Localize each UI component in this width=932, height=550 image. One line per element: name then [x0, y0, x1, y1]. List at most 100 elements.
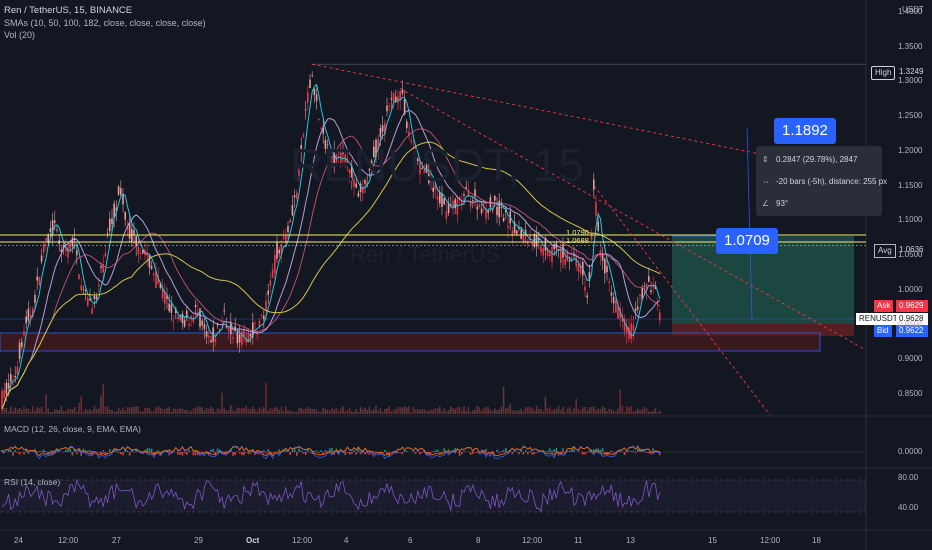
avg-label: Avg — [874, 244, 896, 258]
volume-bar — [62, 411, 65, 414]
volume-bar — [401, 407, 404, 414]
macd-histogram-bar — [630, 451, 632, 452]
volume-bar — [533, 410, 536, 414]
candle-body — [285, 235, 287, 244]
price-tick-label: 0.9500 — [898, 319, 923, 329]
macd-histogram-bar — [529, 451, 531, 452]
candle-body — [364, 180, 366, 184]
volume-bar — [419, 409, 421, 414]
candle-body — [619, 308, 621, 319]
macd-legend[interactable]: MACD (12, 26, close, 9, EMA, EMA) — [4, 424, 141, 434]
macd-histogram-bar — [89, 449, 91, 452]
volume-bar — [60, 406, 63, 414]
macd-histogram-bar — [586, 452, 588, 453]
volume-bar — [51, 411, 54, 414]
candle-body — [21, 341, 23, 347]
macd-histogram-bar — [428, 452, 430, 456]
candle-body — [122, 194, 124, 205]
candle-body — [150, 266, 153, 269]
volume-bar — [643, 406, 646, 414]
macd-histogram-bar — [14, 449, 16, 452]
volume-bar — [58, 409, 60, 414]
macd-histogram-bar — [500, 451, 503, 452]
sma-10-line — [1, 83, 661, 410]
volume-bar — [432, 409, 434, 414]
volume-bar — [483, 408, 485, 414]
candle-body — [538, 238, 540, 241]
sma-legend[interactable]: SMAs (10, 50, 100, 182, close, close, cl… — [4, 18, 206, 28]
macd-histogram-bar — [36, 451, 38, 452]
candle-body — [560, 248, 562, 263]
candle-body — [626, 326, 628, 334]
candle-body — [56, 230, 58, 231]
volume-bar — [485, 406, 487, 414]
volume-bar — [461, 410, 463, 414]
candle-body — [161, 287, 164, 299]
candle-body — [186, 310, 188, 318]
rsi-legend[interactable]: RSI (14, close) — [4, 477, 61, 487]
candle-body — [313, 88, 316, 96]
volume-bar — [357, 411, 360, 414]
volume-bar — [109, 409, 111, 414]
candle-body — [265, 300, 267, 311]
candle-body — [109, 218, 111, 232]
volume-bar — [38, 408, 41, 414]
candle-body — [478, 204, 481, 208]
macd-histogram-bar — [293, 448, 296, 452]
volume-bar — [249, 409, 252, 414]
volume-bar — [49, 411, 52, 414]
macd-histogram-bar — [267, 449, 269, 452]
volume-bar — [95, 409, 98, 414]
candle-body — [659, 312, 661, 321]
volume-bar — [392, 410, 395, 414]
entry-price-bubble[interactable]: 1.0709 — [716, 228, 778, 254]
candle-body — [401, 89, 404, 94]
candle-body — [137, 247, 140, 255]
volume-bar — [170, 411, 173, 414]
trendline-lower — [593, 185, 771, 416]
macd-histogram-bar — [304, 452, 307, 455]
macd-histogram-bar — [51, 452, 54, 456]
price-tick-label: 1.0000 — [898, 284, 923, 294]
sma-182-line — [1, 141, 661, 410]
candle-body — [249, 333, 252, 337]
candle-body — [254, 323, 256, 325]
price-tick-label: 1.0500 — [898, 250, 923, 260]
volume-bar — [27, 408, 30, 414]
candle-body — [89, 298, 91, 301]
volume-bar — [384, 409, 386, 414]
macd-histogram-bar — [236, 451, 239, 452]
macd-histogram-bar — [177, 452, 179, 455]
macd-histogram-bar — [249, 452, 252, 454]
candle-body — [588, 272, 591, 281]
volume-bar — [639, 410, 641, 414]
volume-bar — [104, 406, 107, 414]
macd-histogram-bar — [309, 452, 311, 453]
candle-body — [245, 338, 247, 343]
volume-bar — [190, 410, 192, 414]
macd-histogram-bar — [210, 449, 212, 452]
volume-bar — [560, 410, 562, 414]
candle-body — [84, 290, 87, 292]
macd-histogram-bar — [291, 449, 294, 452]
volume-bar — [634, 411, 637, 414]
volume-bar — [452, 408, 454, 414]
candle-body — [23, 331, 25, 336]
candle-body — [115, 207, 118, 212]
volume-bar — [205, 407, 208, 414]
volume-bar — [258, 407, 261, 414]
candle-body — [520, 229, 522, 240]
candle-body — [276, 242, 278, 259]
target-price-bubble[interactable]: 1.1892 — [774, 118, 836, 144]
high-value: 1.3249 — [896, 66, 927, 78]
volume-bar — [373, 409, 375, 414]
volume-bar — [408, 406, 410, 414]
volume-bar — [320, 411, 322, 414]
volume-bar — [181, 408, 184, 414]
macd-histogram-bar — [566, 450, 569, 452]
candle-body — [395, 96, 397, 103]
candle-body — [566, 252, 569, 262]
volume-legend[interactable]: Vol (20) — [4, 30, 36, 40]
volume-bar — [91, 410, 93, 414]
